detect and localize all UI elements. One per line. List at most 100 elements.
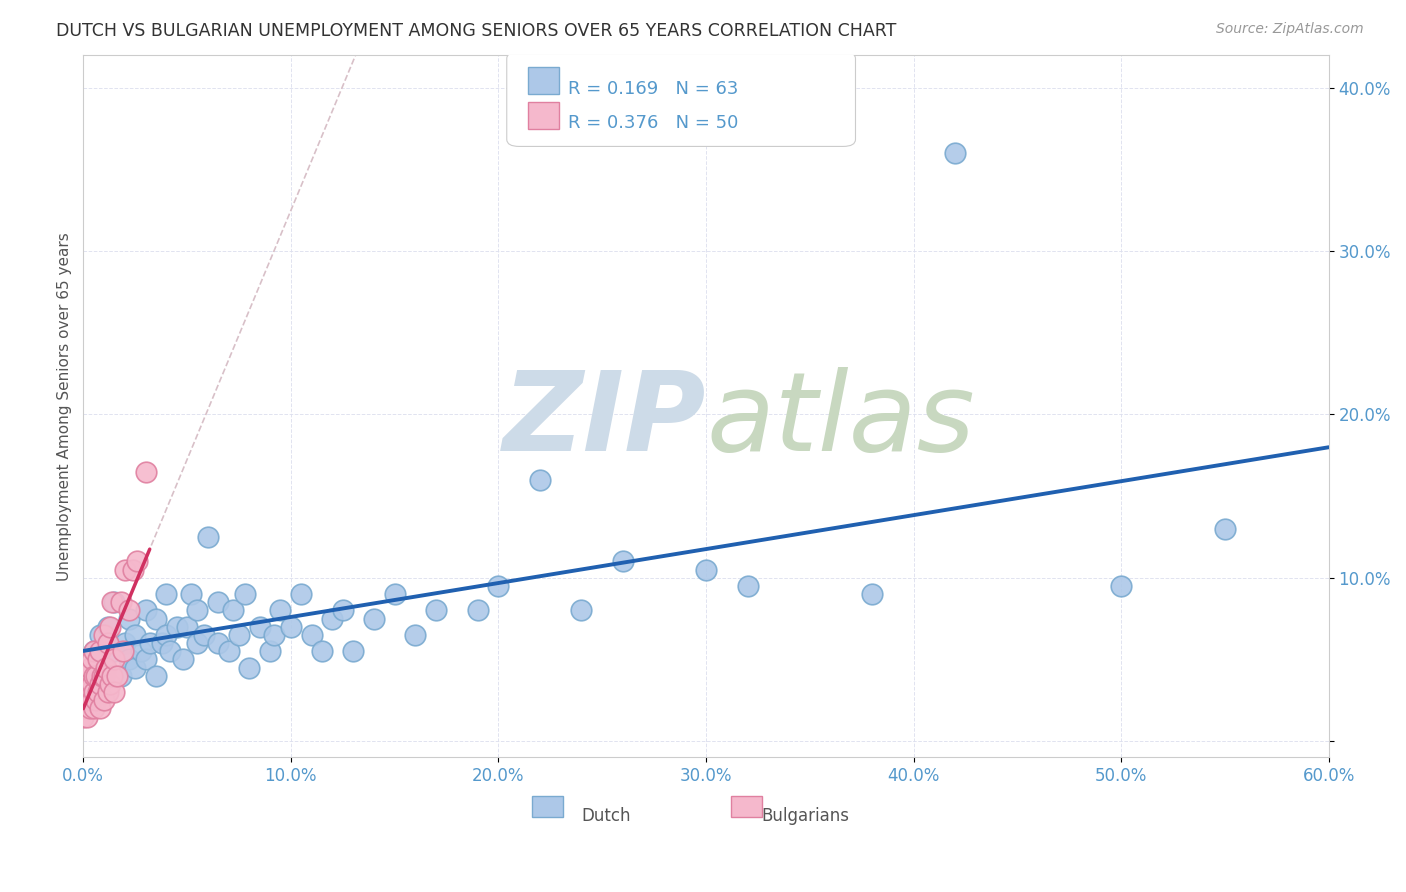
Point: [425, 603, 447, 617]
Point: [135, 603, 157, 617]
Point: [180, 587, 202, 601]
Point: [737, 579, 759, 593]
Text: Bulgarians: Bulgarians: [762, 806, 849, 824]
Text: R = 0.169   N = 63: R = 0.169 N = 63: [568, 80, 738, 98]
Point: [529, 473, 551, 487]
Point: [122, 563, 145, 577]
Point: [943, 146, 966, 161]
Point: [84, 693, 107, 707]
Point: [290, 587, 312, 601]
Point: [93, 669, 115, 683]
Point: [218, 644, 240, 658]
Point: [98, 677, 121, 691]
Point: [114, 563, 136, 577]
Point: [110, 595, 132, 609]
Point: [72, 677, 94, 691]
Text: ZIP: ZIP: [502, 367, 706, 474]
Point: [118, 603, 141, 617]
Point: [79, 701, 101, 715]
Point: [72, 669, 94, 683]
Point: [384, 587, 406, 601]
Point: [280, 620, 302, 634]
Point: [124, 628, 146, 642]
Point: [332, 603, 354, 617]
FancyBboxPatch shape: [531, 796, 562, 817]
Point: [93, 693, 115, 707]
Point: [80, 693, 103, 707]
Point: [97, 636, 120, 650]
Point: [103, 652, 125, 666]
Point: [72, 709, 94, 723]
FancyBboxPatch shape: [527, 67, 560, 94]
Point: [97, 620, 120, 634]
Point: [155, 628, 177, 642]
Point: [72, 693, 94, 707]
Point: [83, 644, 105, 658]
Point: [83, 644, 105, 658]
Point: [103, 644, 125, 658]
Text: R = 0.376   N = 50: R = 0.376 N = 50: [568, 114, 738, 132]
Point: [263, 628, 285, 642]
Point: [101, 595, 124, 609]
Point: [72, 693, 94, 707]
Point: [259, 644, 281, 658]
Point: [193, 628, 215, 642]
Point: [342, 644, 364, 658]
Point: [269, 603, 291, 617]
Point: [79, 685, 101, 699]
Point: [110, 669, 132, 683]
Point: [98, 620, 121, 634]
Point: [860, 587, 883, 601]
Point: [695, 563, 717, 577]
Point: [111, 644, 134, 658]
Point: [89, 628, 111, 642]
Point: [83, 685, 105, 699]
Point: [101, 669, 124, 683]
FancyBboxPatch shape: [506, 52, 855, 146]
Point: [135, 465, 157, 479]
Point: [80, 652, 103, 666]
Point: [186, 636, 208, 650]
Point: [80, 677, 103, 691]
Point: [311, 644, 333, 658]
Point: [131, 644, 153, 658]
Point: [135, 652, 157, 666]
Point: [105, 669, 128, 683]
Point: [207, 636, 229, 650]
Point: [72, 677, 94, 691]
Point: [93, 660, 115, 674]
Point: [145, 611, 167, 625]
Point: [118, 611, 141, 625]
Point: [321, 611, 343, 625]
Point: [404, 628, 426, 642]
Point: [72, 685, 94, 699]
Point: [91, 669, 114, 683]
Text: Source: ZipAtlas.com: Source: ZipAtlas.com: [1216, 22, 1364, 37]
Point: [207, 595, 229, 609]
Point: [124, 660, 146, 674]
Point: [83, 669, 105, 683]
Point: [172, 652, 194, 666]
Point: [72, 669, 94, 683]
Point: [76, 709, 98, 723]
Point: [1213, 522, 1236, 536]
Y-axis label: Unemployment Among Seniors over 65 years: Unemployment Among Seniors over 65 years: [58, 232, 72, 581]
Point: [150, 636, 173, 650]
Point: [89, 701, 111, 715]
Point: [233, 587, 256, 601]
Point: [118, 652, 141, 666]
FancyBboxPatch shape: [731, 796, 762, 817]
Point: [166, 620, 188, 634]
FancyBboxPatch shape: [527, 103, 560, 128]
Text: atlas: atlas: [706, 367, 974, 474]
Point: [176, 620, 198, 634]
Point: [612, 554, 634, 568]
Point: [127, 554, 149, 568]
Point: [571, 603, 593, 617]
Point: [114, 636, 136, 650]
Point: [103, 685, 125, 699]
Point: [138, 636, 160, 650]
Text: DUTCH VS BULGARIAN UNEMPLOYMENT AMONG SENIORS OVER 65 YEARS CORRELATION CHART: DUTCH VS BULGARIAN UNEMPLOYMENT AMONG SE…: [56, 22, 897, 40]
Point: [363, 611, 385, 625]
Point: [72, 685, 94, 699]
